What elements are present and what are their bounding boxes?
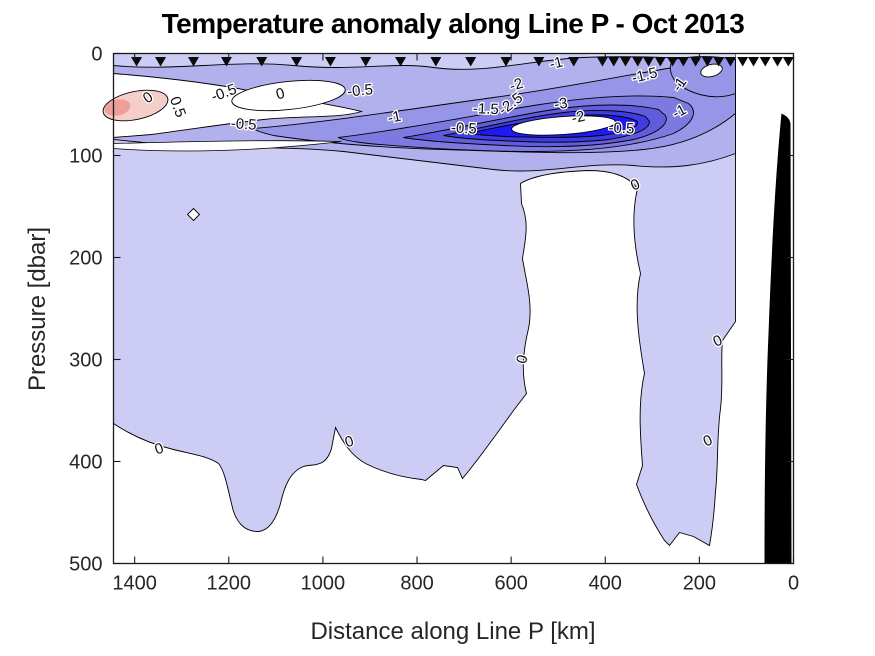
station-marker-icon — [131, 57, 143, 67]
station-marker-icon — [533, 57, 545, 67]
x-axis-label: Distance along Line P [km] — [310, 618, 596, 645]
y-tick-label: 100 — [69, 146, 102, 168]
contour-label: -0.5 — [608, 120, 634, 138]
station-marker-icon — [500, 57, 512, 67]
station-marker-icon — [324, 57, 336, 67]
station-marker-icon — [748, 57, 759, 67]
y-axis-label: Pressure [dbar] — [24, 226, 51, 392]
white-streak — [113, 140, 342, 152]
contour-label: -1.5 — [473, 100, 499, 118]
station-marker-icon — [430, 57, 442, 67]
seafloor-shape — [764, 113, 792, 564]
contour-label: -0.5 — [450, 119, 477, 137]
warm-patch-core — [104, 99, 131, 116]
x-tick-label: 0 — [788, 573, 799, 595]
station-marker-icon — [360, 57, 372, 67]
x-tick-label: 1200 — [207, 573, 252, 595]
contour-label: -3 — [553, 95, 569, 114]
chart-title: Temperature anomaly along Line P - Oct 2… — [161, 8, 745, 39]
x-tick-label: 800 — [400, 573, 433, 595]
cold-core-white — [511, 115, 616, 136]
station-marker-icon — [608, 57, 620, 67]
y-tick-label: 400 — [69, 452, 102, 474]
axes-box — [112, 52, 795, 565]
station-marker-icon — [632, 57, 644, 67]
band-0-to-m05 — [113, 53, 736, 547]
y-tick-label: 300 — [69, 350, 102, 372]
x-tick-label: 1000 — [301, 573, 346, 595]
station-marker-icon — [690, 57, 702, 67]
station-marker-icon — [395, 57, 407, 67]
station-marker-icon — [667, 57, 679, 67]
zero-lens-mid — [231, 79, 346, 112]
contour-label: -2 — [570, 108, 587, 128]
x-tick-label: 1400 — [112, 573, 157, 595]
station-marker-icon — [701, 57, 713, 67]
station-marker-icon — [737, 57, 749, 67]
x-tick-label: 400 — [589, 573, 622, 595]
contour-label: -0.5 — [230, 115, 257, 134]
zero-diamond — [186, 207, 201, 222]
station-marker-icon — [188, 57, 199, 67]
contour-label: -0.5 — [346, 81, 373, 101]
y-tick-label: 0 — [91, 44, 102, 66]
station-marker-icon — [654, 57, 666, 67]
station-marker-icon — [772, 57, 783, 67]
station-marker-icon — [759, 57, 771, 67]
station-marker-icon — [465, 57, 477, 67]
station-marker-icon — [256, 57, 268, 67]
station-marker-icon — [643, 57, 655, 67]
station-marker-icon — [782, 57, 794, 67]
station-marker-icon — [568, 57, 580, 67]
x-tick-label: 600 — [494, 573, 527, 595]
x-tick-label: 200 — [683, 573, 716, 595]
station-marker-icon — [155, 57, 167, 67]
station-marker-icon — [677, 57, 689, 67]
station-marker-icon — [713, 57, 725, 67]
station-marker-icon — [291, 57, 303, 67]
contour-label: -1 — [386, 108, 403, 127]
station-marker-icon — [620, 57, 631, 67]
y-tick-label: 200 — [69, 248, 102, 270]
zero-lens-topright — [700, 63, 723, 78]
station-marker-icon — [724, 57, 736, 67]
contour-label: -2 — [507, 75, 525, 95]
contour-label: -1 — [548, 54, 565, 74]
y-tick-label: 500 — [69, 554, 102, 576]
